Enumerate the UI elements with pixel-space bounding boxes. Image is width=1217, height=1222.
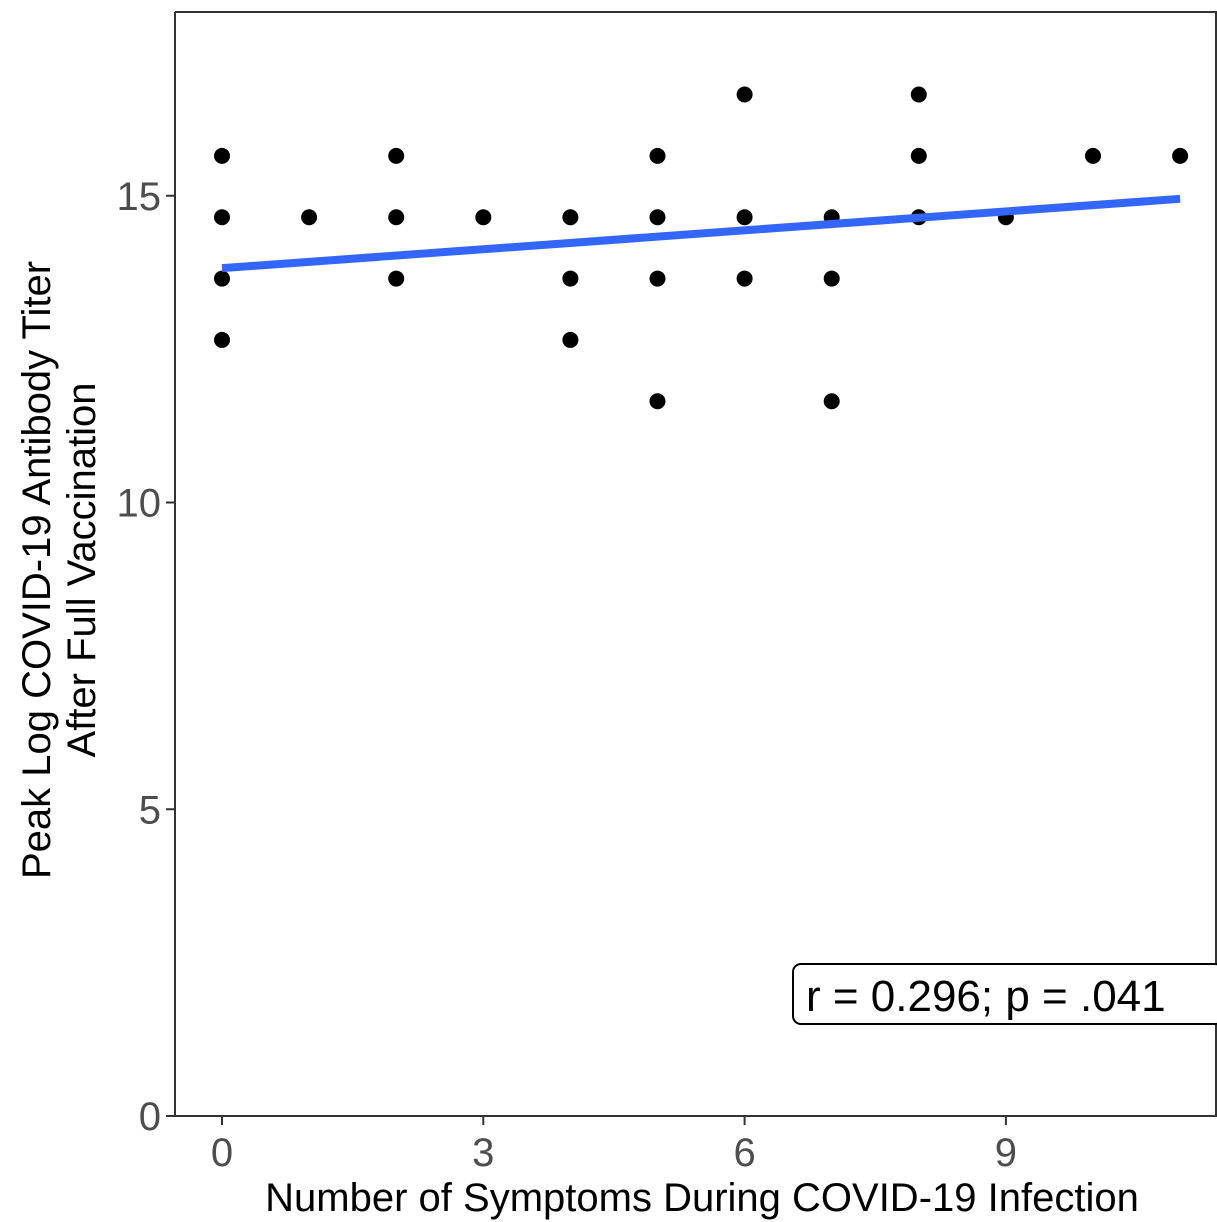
y-axis-title-line-1: Peak Log COVID-19 Antibody Titer: [15, 261, 59, 879]
annotation-box: [792, 963, 1217, 1025]
data-point: [736, 86, 753, 103]
data-point: [388, 209, 405, 226]
data-point: [301, 209, 318, 226]
data-point: [736, 270, 753, 287]
data-point: [214, 147, 230, 164]
x-tick-label: 9: [995, 1131, 1017, 1175]
data-point: [1085, 147, 1101, 164]
regression-line: [221, 194, 1181, 273]
y-tick-label: 15: [117, 175, 162, 219]
data-point: [562, 209, 579, 226]
data-point: [649, 270, 666, 287]
data-point: [214, 270, 230, 287]
y-tick-label: 5: [139, 788, 161, 832]
data-point: [910, 147, 927, 164]
x-tick-label: 3: [472, 1131, 494, 1175]
x-tick-label: 0: [211, 1131, 233, 1175]
data-point: [388, 147, 405, 164]
y-tick-label: 0: [139, 1095, 161, 1139]
y-tick-label: 10: [117, 482, 162, 526]
data-point: [475, 209, 492, 226]
data-point: [562, 331, 579, 348]
data-point: [649, 209, 666, 226]
data-point: [823, 393, 840, 410]
data-point: [388, 270, 405, 287]
data-point: [649, 393, 666, 410]
data-point: [562, 270, 579, 287]
x-tick-label: 6: [733, 1131, 755, 1175]
plot-panel: 0 5 10 15 0 3 6 9 r = 0.296; p = .041: [117, 11, 1217, 1175]
data-point: [910, 86, 927, 103]
data-point: [1172, 147, 1189, 164]
x-axis-title: Number of Symptoms During COVID-19 Infec…: [265, 1176, 1139, 1220]
data-point: [823, 270, 840, 287]
data-point: [214, 209, 230, 226]
data-point: [649, 147, 666, 164]
data-point: [214, 331, 230, 348]
annotation-text: r = 0.296; p = .041: [806, 972, 1166, 1021]
data-point: [736, 209, 753, 226]
y-axis-title-line-2: After Full Vaccination: [60, 383, 104, 758]
